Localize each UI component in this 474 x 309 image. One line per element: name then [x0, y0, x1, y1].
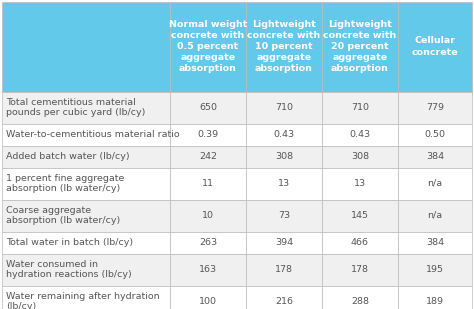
Bar — [170, 200, 246, 231]
Bar — [322, 2, 398, 91]
Text: 650: 650 — [199, 103, 217, 112]
Bar — [322, 200, 398, 231]
Text: Water remaining after hydration
(lb/cy): Water remaining after hydration (lb/cy) — [6, 292, 160, 309]
Bar — [246, 231, 322, 253]
Bar — [2, 286, 170, 309]
Bar — [322, 124, 398, 146]
Text: Total water in batch (lb/cy): Total water in batch (lb/cy) — [6, 238, 133, 247]
Bar — [398, 91, 472, 124]
Bar — [398, 2, 472, 91]
Text: 178: 178 — [275, 265, 293, 274]
Bar — [170, 167, 246, 200]
Bar — [322, 253, 398, 286]
Text: 1 percent fine aggregate
absorption (lb water/cy): 1 percent fine aggregate absorption (lb … — [6, 174, 124, 193]
Text: n/a: n/a — [428, 179, 443, 188]
Bar — [2, 200, 170, 231]
Bar — [2, 146, 170, 167]
Text: 10: 10 — [202, 211, 214, 220]
Text: 308: 308 — [351, 152, 369, 161]
Bar — [246, 124, 322, 146]
Bar — [2, 253, 170, 286]
Bar — [2, 231, 170, 253]
Text: 145: 145 — [351, 211, 369, 220]
Bar — [170, 286, 246, 309]
Bar — [322, 231, 398, 253]
Bar — [246, 286, 322, 309]
Text: 195: 195 — [426, 265, 444, 274]
Text: 779: 779 — [426, 103, 444, 112]
Bar — [398, 286, 472, 309]
Bar — [322, 146, 398, 167]
Bar — [246, 146, 322, 167]
Text: 242: 242 — [199, 152, 217, 161]
Text: Lightweight
concrete with
10 percent
aggregate
absorption: Lightweight concrete with 10 percent agg… — [247, 20, 320, 73]
Bar — [398, 200, 472, 231]
Text: Water consumed in
hydration reactions (lb/cy): Water consumed in hydration reactions (l… — [6, 260, 132, 279]
Text: 11: 11 — [202, 179, 214, 188]
Text: 73: 73 — [278, 211, 290, 220]
Text: 13: 13 — [278, 179, 290, 188]
Bar — [170, 146, 246, 167]
Bar — [322, 167, 398, 200]
Text: 308: 308 — [275, 152, 293, 161]
Bar — [322, 91, 398, 124]
Bar — [2, 91, 170, 124]
Bar — [398, 167, 472, 200]
Text: 189: 189 — [426, 297, 444, 306]
Bar — [398, 253, 472, 286]
Bar — [170, 124, 246, 146]
Text: 178: 178 — [351, 265, 369, 274]
Bar — [398, 146, 472, 167]
Text: 100: 100 — [199, 297, 217, 306]
Text: 263: 263 — [199, 238, 217, 247]
Bar — [322, 286, 398, 309]
Bar — [2, 2, 170, 91]
Bar — [246, 200, 322, 231]
Text: Total cementitious material
pounds per cubic yard (lb/cy): Total cementitious material pounds per c… — [6, 98, 146, 117]
Bar — [246, 2, 322, 91]
Text: 384: 384 — [426, 238, 444, 247]
Bar — [246, 167, 322, 200]
Text: Lightweight
concrete with
20 percent
aggregate
absorption: Lightweight concrete with 20 percent agg… — [323, 20, 397, 73]
Text: 0.43: 0.43 — [349, 130, 371, 139]
Bar — [170, 2, 246, 91]
Text: 13: 13 — [354, 179, 366, 188]
Text: Cellular
concrete: Cellular concrete — [412, 36, 458, 57]
Bar — [2, 124, 170, 146]
Text: Water-to-cementitious material ratio: Water-to-cementitious material ratio — [6, 130, 180, 139]
Text: 163: 163 — [199, 265, 217, 274]
Text: Normal weight
concrete with
0.5 percent
aggregate
absorption: Normal weight concrete with 0.5 percent … — [169, 20, 247, 73]
Bar — [246, 91, 322, 124]
Text: 288: 288 — [351, 297, 369, 306]
Text: 710: 710 — [351, 103, 369, 112]
Text: Added batch water (lb/cy): Added batch water (lb/cy) — [6, 152, 129, 161]
Text: 0.39: 0.39 — [198, 130, 219, 139]
Text: 216: 216 — [275, 297, 293, 306]
Bar — [170, 253, 246, 286]
Text: 0.50: 0.50 — [425, 130, 446, 139]
Text: 394: 394 — [275, 238, 293, 247]
Text: 0.43: 0.43 — [273, 130, 294, 139]
Bar — [398, 231, 472, 253]
Text: n/a: n/a — [428, 211, 443, 220]
Text: 466: 466 — [351, 238, 369, 247]
Text: 384: 384 — [426, 152, 444, 161]
Bar — [170, 91, 246, 124]
Bar — [246, 253, 322, 286]
Bar — [170, 231, 246, 253]
Text: 710: 710 — [275, 103, 293, 112]
Text: Coarse aggregate
absorption (lb water/cy): Coarse aggregate absorption (lb water/cy… — [6, 206, 120, 225]
Bar — [398, 124, 472, 146]
Bar — [2, 167, 170, 200]
